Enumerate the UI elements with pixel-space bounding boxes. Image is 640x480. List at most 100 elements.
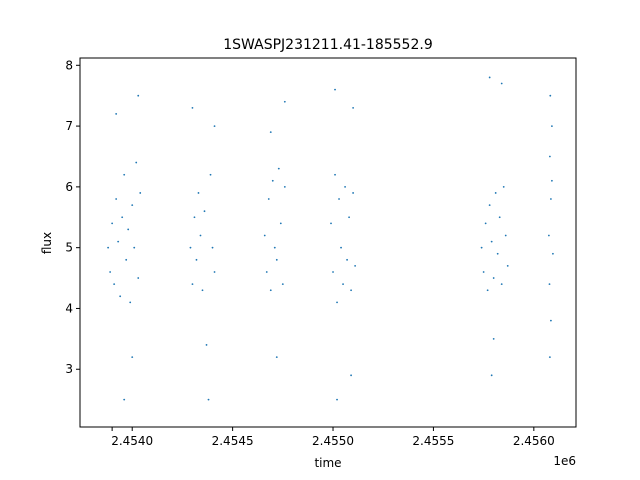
- y-tick-label: 3: [65, 362, 73, 376]
- data-point: [209, 173, 212, 176]
- data-point: [488, 76, 491, 79]
- data-point: [197, 192, 200, 194]
- data-point: [121, 216, 124, 219]
- data-point: [480, 246, 483, 249]
- data-point: [548, 283, 551, 286]
- y-tick-label: 4: [65, 301, 73, 315]
- scatter-series: [107, 76, 554, 401]
- data-point: [117, 240, 120, 243]
- data-point: [330, 222, 332, 225]
- data-point: [502, 185, 505, 188]
- data-point: [336, 301, 338, 304]
- data-point: [496, 252, 499, 255]
- data-point: [500, 82, 503, 85]
- y-tick-label: 7: [65, 119, 73, 133]
- data-point: [137, 277, 140, 279]
- data-point: [484, 222, 487, 225]
- data-point: [125, 258, 128, 261]
- data-point: [135, 161, 138, 164]
- data-point: [550, 319, 552, 322]
- data-point: [352, 192, 354, 194]
- data-point: [193, 216, 196, 219]
- data-point: [283, 185, 286, 188]
- data-point: [113, 283, 116, 286]
- data-point: [107, 246, 110, 249]
- data-point: [205, 344, 208, 346]
- data-point: [488, 204, 491, 207]
- data-point: [127, 228, 130, 231]
- data-point: [550, 198, 552, 200]
- data-point: [279, 222, 282, 225]
- data-point: [115, 198, 118, 200]
- data-point: [111, 222, 114, 225]
- y-axis: 3 4 5 6 7 8: [65, 58, 80, 376]
- data-point: [265, 271, 268, 273]
- data-point: [131, 356, 134, 358]
- data-point: [191, 106, 194, 109]
- y-tick-label: 5: [65, 241, 73, 255]
- data-point: [129, 301, 132, 304]
- x-axis: 2.4540 2.4545 2.4550 2.4555 2.4560: [111, 427, 555, 448]
- data-point: [115, 113, 118, 115]
- data-point: [346, 258, 348, 261]
- data-point: [271, 179, 274, 182]
- plot-frame: [79, 57, 577, 428]
- data-point: [199, 234, 202, 237]
- x-tick-label: 2.4555: [412, 434, 454, 448]
- data-point: [334, 173, 336, 176]
- data-point: [281, 283, 284, 286]
- data-point: [119, 295, 122, 298]
- data-point: [486, 289, 489, 292]
- data-point: [342, 283, 344, 286]
- data-point: [340, 246, 342, 249]
- data-point: [354, 265, 357, 267]
- data-point: [191, 283, 194, 286]
- y-tick-label: 8: [65, 58, 73, 72]
- data-point: [275, 356, 278, 358]
- data-point: [344, 185, 346, 188]
- data-point: [482, 271, 485, 273]
- data-point: [269, 131, 272, 134]
- data-point: [352, 106, 354, 109]
- data-point: [123, 398, 126, 401]
- data-point: [211, 246, 214, 249]
- data-point: [498, 216, 501, 219]
- data-point: [548, 155, 551, 158]
- data-point: [139, 192, 142, 194]
- data-point: [267, 198, 270, 200]
- x-tick-label: 2.4550: [312, 434, 354, 448]
- data-point: [336, 398, 338, 401]
- data-point: [133, 246, 136, 249]
- data-point: [195, 258, 198, 261]
- data-point: [332, 271, 334, 273]
- data-point: [490, 374, 493, 377]
- data-point: [494, 192, 497, 194]
- y-tick-label: 6: [65, 180, 73, 194]
- data-point: [492, 337, 495, 340]
- chart-title: 1SWASPJ231211.41-185552.9: [223, 37, 432, 53]
- data-point: [549, 94, 552, 97]
- data-point: [275, 258, 278, 261]
- data-point: [213, 125, 216, 127]
- data-point: [551, 125, 553, 127]
- data-point: [492, 277, 495, 279]
- data-point: [263, 234, 266, 237]
- data-point: [283, 100, 286, 103]
- data-point: [273, 246, 276, 249]
- data-point: [504, 234, 507, 237]
- data-point: [123, 173, 126, 176]
- data-point: [552, 252, 554, 255]
- data-point: [338, 198, 340, 200]
- data-point: [547, 234, 550, 237]
- data-point: [137, 94, 140, 97]
- data-point: [506, 265, 509, 267]
- x-tick-label: 2.4540: [111, 434, 153, 448]
- data-point: [334, 88, 336, 91]
- data-point: [350, 374, 352, 377]
- y-axis-title: flux: [40, 232, 54, 254]
- data-point: [350, 289, 352, 292]
- data-point: [213, 271, 216, 273]
- data-point: [109, 271, 112, 273]
- data-point: [203, 210, 206, 213]
